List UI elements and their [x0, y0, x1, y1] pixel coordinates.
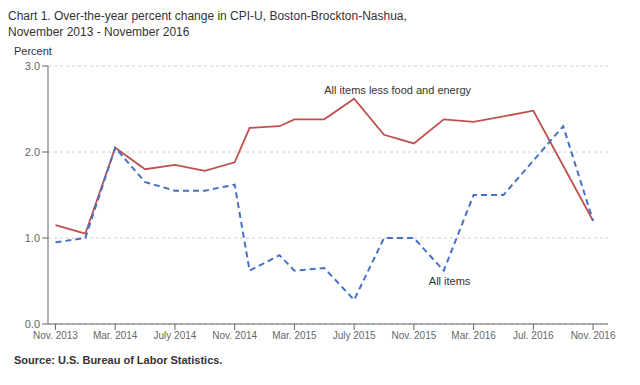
- svg-text:All items less food and energy: All items less food and energy: [324, 84, 471, 96]
- svg-text:Nov. 2015: Nov. 2015: [391, 330, 436, 341]
- svg-text:1.0: 1.0: [25, 232, 40, 244]
- svg-text:Nov. 2013: Nov. 2013: [33, 330, 78, 341]
- svg-text:All items: All items: [429, 275, 471, 287]
- svg-text:July 2014: July 2014: [154, 330, 197, 341]
- svg-text:3.0: 3.0: [25, 60, 40, 72]
- svg-text:Jul. 2016: Jul. 2016: [513, 330, 554, 341]
- html-text:Chart 1. Over-the-year percent: Chart 1. Over-the-year percent change in…: [8, 9, 407, 23]
- svg-text:July 2015: July 2015: [333, 330, 376, 341]
- html-text:Percent: Percent: [14, 45, 52, 57]
- svg-text:2.0: 2.0: [25, 146, 40, 158]
- html-text:November 2013 - November 2016: November 2013 - November 2016: [8, 25, 190, 39]
- svg-text:Mar. 2015: Mar. 2015: [272, 330, 317, 341]
- svg-text:Mar. 2014: Mar. 2014: [93, 330, 138, 341]
- svg-text:0.0: 0.0: [25, 318, 40, 330]
- svg-text:Nov. 2016: Nov. 2016: [571, 330, 616, 341]
- svg-text:Mar. 2016: Mar. 2016: [451, 330, 496, 341]
- html-text:Source: U.S. Bureau of Labor S: Source: U.S. Bureau of Labor Statistics.: [14, 354, 223, 366]
- svg-text:Nov. 2014: Nov. 2014: [212, 330, 257, 341]
